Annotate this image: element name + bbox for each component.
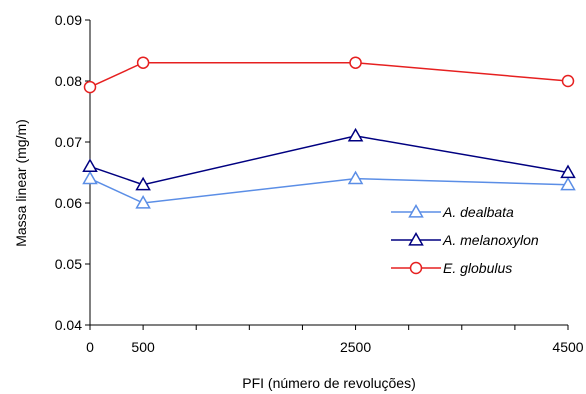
y-tick-label: 0.08 bbox=[55, 73, 82, 89]
y-tick-label: 0.06 bbox=[55, 195, 82, 211]
chart-axes: 0.04 0.05 0.06 0.07 0.08 0.09 0 500 2500 4500 bbox=[55, 12, 584, 355]
legend-item: E. globulus bbox=[391, 260, 512, 276]
y-tick-label: 0.09 bbox=[55, 12, 82, 28]
legend-label: A. dealbata bbox=[442, 204, 514, 220]
data-point bbox=[560, 164, 576, 179]
y-tick-label: 0.04 bbox=[55, 317, 82, 333]
chart-legend: A. dealbata A. melanoxylon E. globulus bbox=[391, 203, 539, 276]
data-point bbox=[135, 176, 151, 191]
series-1 bbox=[82, 127, 576, 191]
y-tick-label: 0.07 bbox=[55, 134, 82, 150]
data-point bbox=[347, 127, 364, 142]
y-tick-label: 0.05 bbox=[55, 256, 82, 272]
legend-item: A. melanoxylon bbox=[391, 231, 539, 248]
series-line bbox=[89, 177, 569, 204]
data-point bbox=[560, 176, 576, 191]
legend-marker bbox=[409, 261, 423, 275]
series-2 bbox=[83, 56, 575, 94]
legend-label: A. melanoxylon bbox=[442, 232, 539, 248]
x-tick-label: 4500 bbox=[552, 339, 583, 355]
x-tick-label: 500 bbox=[131, 339, 155, 355]
chart-series bbox=[82, 56, 576, 209]
data-point bbox=[349, 56, 362, 69]
legend-marker bbox=[408, 231, 424, 246]
x-tick-label: 2500 bbox=[340, 339, 371, 355]
data-point bbox=[561, 74, 575, 88]
series-line bbox=[89, 135, 569, 186]
data-point bbox=[135, 194, 151, 209]
x-tick-label: 0 bbox=[86, 339, 94, 355]
data-point bbox=[82, 158, 98, 173]
series-line bbox=[89, 61, 569, 88]
data-point bbox=[347, 170, 364, 185]
series-0 bbox=[82, 170, 576, 209]
data-point bbox=[82, 170, 98, 185]
legend-marker bbox=[408, 203, 424, 218]
x-axis-title: PFI (número de revoluções) bbox=[242, 375, 416, 391]
data-point bbox=[83, 80, 97, 94]
legend-item: A. dealbata bbox=[391, 203, 514, 220]
data-point bbox=[136, 56, 150, 69]
y-axis-title: Massa linear (mg/m) bbox=[13, 119, 29, 247]
legend-label: E. globulus bbox=[443, 260, 512, 276]
